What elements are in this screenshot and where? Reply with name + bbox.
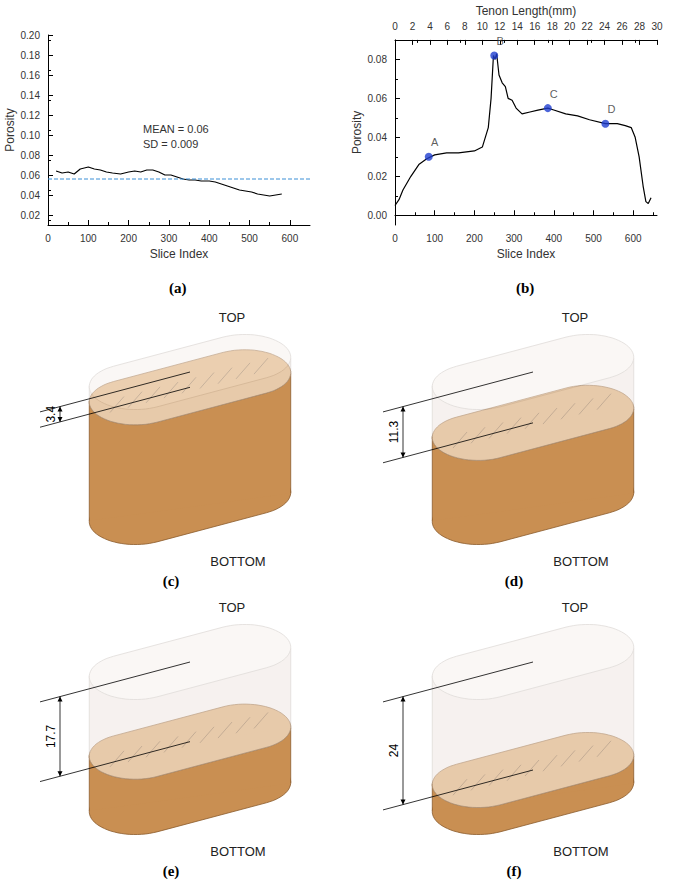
svg-text:0.06: 0.06 xyxy=(368,93,388,104)
svg-text:12: 12 xyxy=(494,21,506,32)
svg-text:(b): (b) xyxy=(516,280,534,297)
svg-text:D: D xyxy=(607,103,615,115)
svg-text:17.7: 17.7 xyxy=(44,724,58,748)
svg-text:TOP: TOP xyxy=(562,600,589,615)
svg-text:24: 24 xyxy=(387,744,401,758)
svg-text:0.04: 0.04 xyxy=(21,190,41,201)
svg-text:600: 600 xyxy=(282,233,299,244)
svg-text:Slice Index: Slice Index xyxy=(497,247,556,261)
svg-text:Slice Index: Slice Index xyxy=(150,247,209,261)
svg-text:Tenon Length(mm): Tenon Length(mm) xyxy=(476,4,577,18)
svg-text:0.20: 0.20 xyxy=(21,30,41,41)
svg-text:20: 20 xyxy=(564,21,576,32)
svg-text:0: 0 xyxy=(45,233,51,244)
svg-text:400: 400 xyxy=(201,233,218,244)
svg-text:16: 16 xyxy=(529,21,541,32)
svg-text:Porosity: Porosity xyxy=(3,108,17,151)
svg-text:0.08: 0.08 xyxy=(21,150,41,161)
svg-text:0.12: 0.12 xyxy=(21,110,41,121)
svg-text:10: 10 xyxy=(477,21,489,32)
svg-text:0.18: 0.18 xyxy=(21,50,41,61)
svg-text:0.06: 0.06 xyxy=(21,170,41,181)
svg-text:30: 30 xyxy=(651,21,663,32)
svg-text:3.4: 3.4 xyxy=(44,406,58,423)
svg-text:18: 18 xyxy=(547,21,559,32)
svg-text:300: 300 xyxy=(506,233,523,244)
svg-text:0: 0 xyxy=(392,233,398,244)
svg-text:0: 0 xyxy=(392,21,398,32)
svg-text:MEAN = 0.06: MEAN = 0.06 xyxy=(143,123,209,135)
svg-text:Porosity: Porosity xyxy=(350,111,364,154)
svg-text:100: 100 xyxy=(426,233,443,244)
svg-text:0.14: 0.14 xyxy=(21,90,41,101)
svg-text:(a): (a) xyxy=(169,280,187,297)
svg-text:500: 500 xyxy=(241,233,258,244)
svg-text:4: 4 xyxy=(427,21,433,32)
svg-text:100: 100 xyxy=(80,233,97,244)
svg-text:0.08: 0.08 xyxy=(368,54,388,65)
svg-text:BOTTOM: BOTTOM xyxy=(210,844,265,859)
svg-text:400: 400 xyxy=(545,233,562,244)
svg-text:0.00: 0.00 xyxy=(368,210,388,221)
svg-text:(e): (e) xyxy=(163,863,180,880)
svg-text:500: 500 xyxy=(585,233,602,244)
svg-text:0.16: 0.16 xyxy=(21,70,41,81)
svg-text:6: 6 xyxy=(445,21,451,32)
svg-text:C: C xyxy=(550,88,558,100)
svg-text:300: 300 xyxy=(161,233,178,244)
svg-text:BOTTOM: BOTTOM xyxy=(210,554,265,569)
svg-text:TOP: TOP xyxy=(562,310,589,325)
svg-text:8: 8 xyxy=(462,21,468,32)
svg-text:0.04: 0.04 xyxy=(368,132,388,143)
svg-text:11.3: 11.3 xyxy=(387,420,401,443)
svg-text:24: 24 xyxy=(599,21,611,32)
svg-text:2: 2 xyxy=(410,21,416,32)
svg-text:SD = 0.009: SD = 0.009 xyxy=(143,138,198,150)
svg-text:14: 14 xyxy=(512,21,524,32)
svg-text:TOP: TOP xyxy=(219,310,246,325)
svg-text:200: 200 xyxy=(120,233,137,244)
svg-text:0.02: 0.02 xyxy=(21,210,41,221)
svg-text:600: 600 xyxy=(625,233,642,244)
svg-text:BOTTOM: BOTTOM xyxy=(553,844,608,859)
svg-text:22: 22 xyxy=(582,21,594,32)
svg-text:(d): (d) xyxy=(505,573,523,590)
svg-text:B: B xyxy=(497,35,504,47)
svg-text:28: 28 xyxy=(634,21,646,32)
svg-text:TOP: TOP xyxy=(219,600,246,615)
svg-text:(c): (c) xyxy=(163,573,180,590)
svg-text:26: 26 xyxy=(617,21,629,32)
svg-text:BOTTOM: BOTTOM xyxy=(553,554,608,569)
svg-text:0.10: 0.10 xyxy=(21,130,41,141)
svg-text:(f): (f) xyxy=(507,863,522,880)
svg-text:A: A xyxy=(431,136,439,148)
svg-text:0.02: 0.02 xyxy=(368,171,388,182)
svg-text:200: 200 xyxy=(466,233,483,244)
